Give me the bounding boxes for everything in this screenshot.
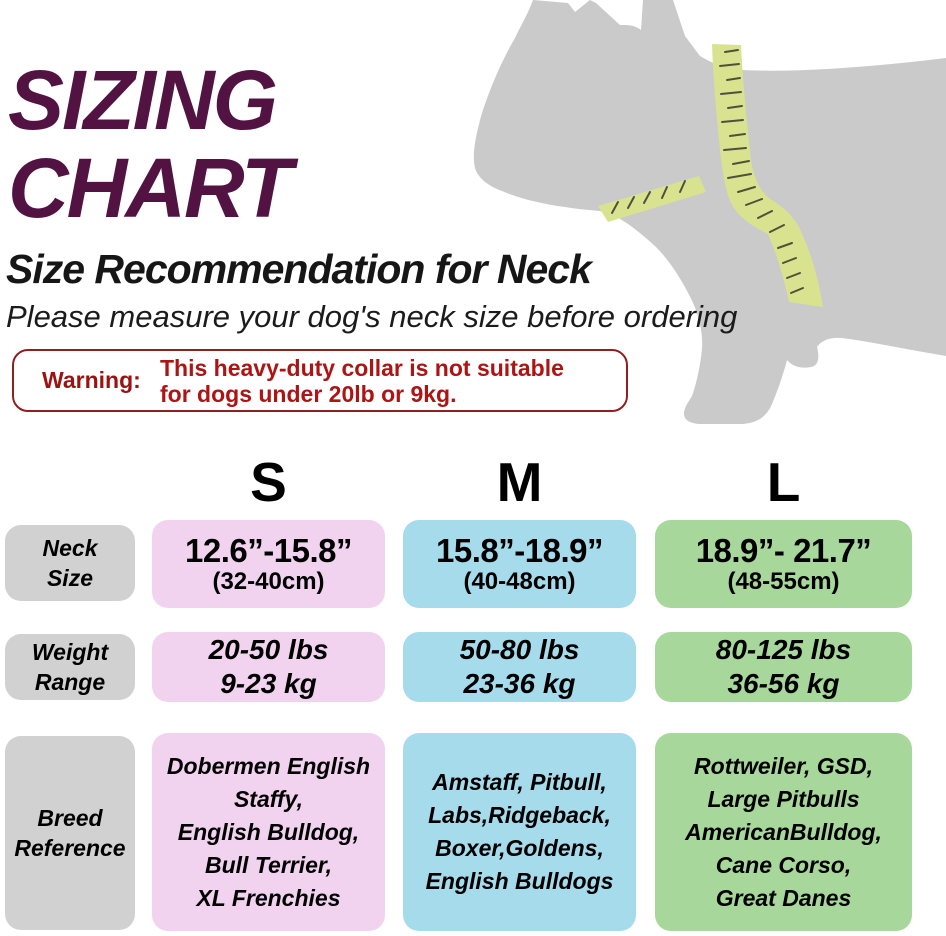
row-label-neck-size: Neck Size [5,525,135,601]
row-label-weight-range: Weight Range [5,634,135,700]
neck-size-cm: (48-55cm) [727,568,840,595]
neck-size-inches: 18.9”- 21.7” [695,532,872,569]
warning-message: This heavy-duty collar is not suitable f… [160,354,564,407]
neck-size-cm: (40-48cm) [463,568,576,595]
page-title: SIZING CHART [8,53,292,235]
cell-weight-range-l: 80-125 lbs 36-56 kg [655,632,912,702]
measuring-tape-end-icon [598,176,706,222]
warning-box: Warning: This heavy-duty collar is not s… [12,349,628,412]
cell-weight-range-m: 50-80 lbs 23-36 kg [403,632,636,702]
cell-neck-size-s: 12.6”-15.8” (32-40cm) [152,520,385,608]
tape-tick-marks [611,49,804,294]
cell-breed-reference-m: Amstaff, Pitbull, Labs,Ridgeback, Boxer,… [403,733,636,931]
cell-neck-size-l: 18.9”- 21.7” (48-55cm) [655,520,912,608]
neck-size-inches: 12.6”-15.8” [185,532,352,569]
measure-instruction: Please measure your dog's neck size befo… [6,299,738,334]
dog-silhouette-icon [473,0,946,424]
cell-neck-size-m: 15.8”-18.9” (40-48cm) [403,520,636,608]
column-header-s: S [250,451,287,513]
row-label-breed-reference: Breed Reference [5,736,135,930]
cell-breed-reference-l: Rottweiler, GSD, Large Pitbulls American… [655,733,912,931]
cell-weight-range-s: 20-50 lbs 9-23 kg [152,632,385,702]
column-header-m: M [496,451,543,513]
measuring-tape-icon [712,44,823,307]
column-header-l: L [766,451,801,513]
subtitle: Size Recommendation for Neck [6,246,592,292]
warning-label: Warning: [42,367,141,393]
cell-breed-reference-s: Dobermen English Staffy, English Bulldog… [152,733,385,931]
neck-size-inches: 15.8”-18.9” [436,532,603,569]
neck-size-cm: (32-40cm) [212,568,325,595]
dog-measuring-tape-illustration [473,0,946,424]
